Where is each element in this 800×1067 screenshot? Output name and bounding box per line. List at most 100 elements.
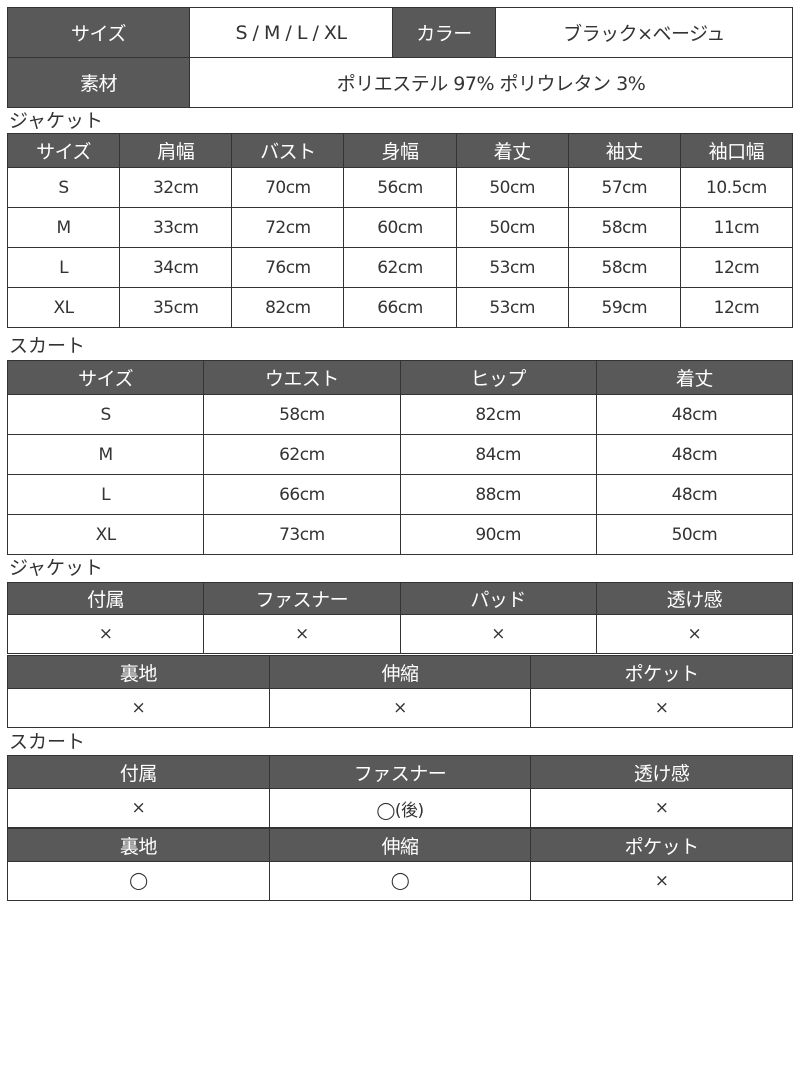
jacket-section-label: ジャケット bbox=[9, 110, 104, 132]
column-header: 肩幅 bbox=[119, 133, 233, 168]
table-cell: 34cm bbox=[119, 247, 233, 288]
table-cell: 58cm bbox=[567, 207, 681, 248]
table-cell: 88cm bbox=[399, 474, 597, 515]
table-cell: × bbox=[530, 688, 793, 728]
jacket_attr2-grid: 裏地 伸縮 ポケット × × × bbox=[7, 655, 793, 728]
size-value: S / M / L / XL bbox=[189, 7, 393, 58]
table-cell: 84cm bbox=[399, 434, 597, 475]
header-row: サイズ ウエスト ヒップ 着丈 bbox=[6, 360, 794, 395]
table-row: × × × bbox=[7, 688, 793, 728]
jacket-attr-label: ジャケット bbox=[9, 557, 104, 579]
skirt-attr-table-1: 付属 ファスナー 透け感 × ◯(後) × bbox=[7, 755, 793, 828]
column-header: ポケット bbox=[530, 828, 793, 862]
skirt-attr-label: スカート bbox=[9, 731, 86, 753]
skirt_sizes-grid: サイズ ウエスト ヒップ 着丈 S 58cm 82cm 48cm M 62cm 84cm 48cm L 6… bbox=[6, 360, 794, 555]
table-cell: 76cm bbox=[231, 247, 345, 288]
table-row: S 58cm 82cm 48cm bbox=[6, 394, 794, 435]
table-row: × ◯(後) × bbox=[7, 788, 793, 828]
table-cell: 48cm bbox=[595, 434, 794, 475]
table-cell: 53cm bbox=[455, 247, 569, 288]
material-label: 素材 bbox=[7, 57, 190, 108]
overview-table: サイズ S / M / L / XL カラー ブラック×ベージュ 素材 ポリエス… bbox=[7, 7, 793, 108]
jacket-attr-table-2: 裏地 伸縮 ポケット × × × bbox=[7, 655, 793, 728]
table-cell: 62cm bbox=[203, 434, 401, 475]
column-header: サイズ bbox=[6, 360, 205, 395]
jacket-attr-table-1: 付属 ファスナー パッド 透け感 × × × × bbox=[6, 582, 794, 654]
header-row: サイズ 肩幅 バスト 身幅 着丈 袖丈 袖口幅 bbox=[6, 133, 794, 168]
skirt_attr2-grid: 裏地 伸縮 ポケット ◯ ◯ × bbox=[7, 828, 793, 901]
table-cell: 58cm bbox=[203, 394, 401, 435]
column-header: ウエスト bbox=[203, 360, 401, 395]
column-header: 袖口幅 bbox=[679, 133, 794, 168]
column-header: 伸縮 bbox=[268, 828, 532, 862]
color-label: カラー bbox=[392, 7, 496, 58]
header-row: 付属 ファスナー 透け感 bbox=[7, 755, 793, 789]
table-row: XL 73cm 90cm 50cm bbox=[6, 514, 794, 555]
column-header: ファスナー bbox=[203, 582, 401, 615]
header-row: 裏地 伸縮 ポケット bbox=[7, 828, 793, 862]
table-cell: 58cm bbox=[567, 247, 681, 288]
table-cell: 50cm bbox=[595, 514, 794, 555]
size-label: サイズ bbox=[7, 7, 190, 58]
table-cell: × bbox=[530, 861, 793, 901]
table-cell: 82cm bbox=[231, 287, 345, 328]
table-cell: 62cm bbox=[343, 247, 457, 288]
table-row: S 32cm 70cm 56cm 50cm 57cm 10.5cm bbox=[6, 167, 794, 208]
table-cell: 66cm bbox=[203, 474, 401, 515]
column-header: 付属 bbox=[6, 582, 205, 615]
column-header: 身幅 bbox=[343, 133, 457, 168]
table-row: XL 35cm 82cm 66cm 53cm 59cm 12cm bbox=[6, 287, 794, 328]
table-cell: 48cm bbox=[595, 394, 794, 435]
table-row: × × × × bbox=[6, 614, 794, 654]
table-cell: 90cm bbox=[399, 514, 597, 555]
table-cell: 72cm bbox=[231, 207, 345, 248]
table-cell: 70cm bbox=[231, 167, 345, 208]
skirt-size-table: サイズ ウエスト ヒップ 着丈 S 58cm 82cm 48cm M 62cm 84cm 48cm L 6… bbox=[6, 360, 794, 555]
column-header: 伸縮 bbox=[268, 655, 532, 689]
table-cell: 11cm bbox=[679, 207, 794, 248]
table-cell: ◯ bbox=[268, 861, 532, 901]
column-header: ヒップ bbox=[399, 360, 597, 395]
table-row: M 62cm 84cm 48cm bbox=[6, 434, 794, 475]
table-cell: 48cm bbox=[595, 474, 794, 515]
column-header: 透け感 bbox=[595, 582, 794, 615]
table-cell: M bbox=[6, 434, 205, 475]
table-row: L 34cm 76cm 62cm 53cm 58cm 12cm bbox=[6, 247, 794, 288]
table-row: ◯ ◯ × bbox=[7, 861, 793, 901]
material-value: ポリエステル 97% ポリウレタン 3% bbox=[189, 57, 793, 108]
table-cell: ◯ bbox=[7, 861, 270, 901]
table-cell: × bbox=[203, 614, 401, 654]
table-cell: × bbox=[399, 614, 597, 654]
column-header: ファスナー bbox=[268, 755, 532, 789]
table-cell: 12cm bbox=[679, 247, 794, 288]
table-cell: × bbox=[7, 688, 270, 728]
table-cell: 60cm bbox=[343, 207, 457, 248]
table-cell: 12cm bbox=[679, 287, 794, 328]
header-row: 裏地 伸縮 ポケット bbox=[7, 655, 793, 689]
table-row: L 66cm 88cm 48cm bbox=[6, 474, 794, 515]
header-row: 付属 ファスナー パッド 透け感 bbox=[6, 582, 794, 615]
column-header: パッド bbox=[399, 582, 597, 615]
skirt-attr-table-2: 裏地 伸縮 ポケット ◯ ◯ × bbox=[7, 828, 793, 901]
column-header: サイズ bbox=[6, 133, 121, 168]
column-header: 裏地 bbox=[7, 655, 270, 689]
table-cell: 57cm bbox=[567, 167, 681, 208]
column-header: 付属 bbox=[7, 755, 270, 789]
column-header: 袖丈 bbox=[567, 133, 681, 168]
table-cell: L bbox=[6, 247, 121, 288]
table-cell: 59cm bbox=[567, 287, 681, 328]
column-header: 透け感 bbox=[530, 755, 793, 789]
table-cell: 33cm bbox=[119, 207, 233, 248]
table-cell: 53cm bbox=[455, 287, 569, 328]
table-cell: L bbox=[6, 474, 205, 515]
table-cell: 73cm bbox=[203, 514, 401, 555]
table-cell: S bbox=[6, 167, 121, 208]
table-cell: XL bbox=[6, 287, 121, 328]
table-cell: × bbox=[595, 614, 794, 654]
table-cell: × bbox=[530, 788, 793, 828]
column-header: ポケット bbox=[530, 655, 793, 689]
table-cell: × bbox=[268, 688, 532, 728]
color-value: ブラック×ベージュ bbox=[495, 7, 793, 58]
table-cell: 82cm bbox=[399, 394, 597, 435]
